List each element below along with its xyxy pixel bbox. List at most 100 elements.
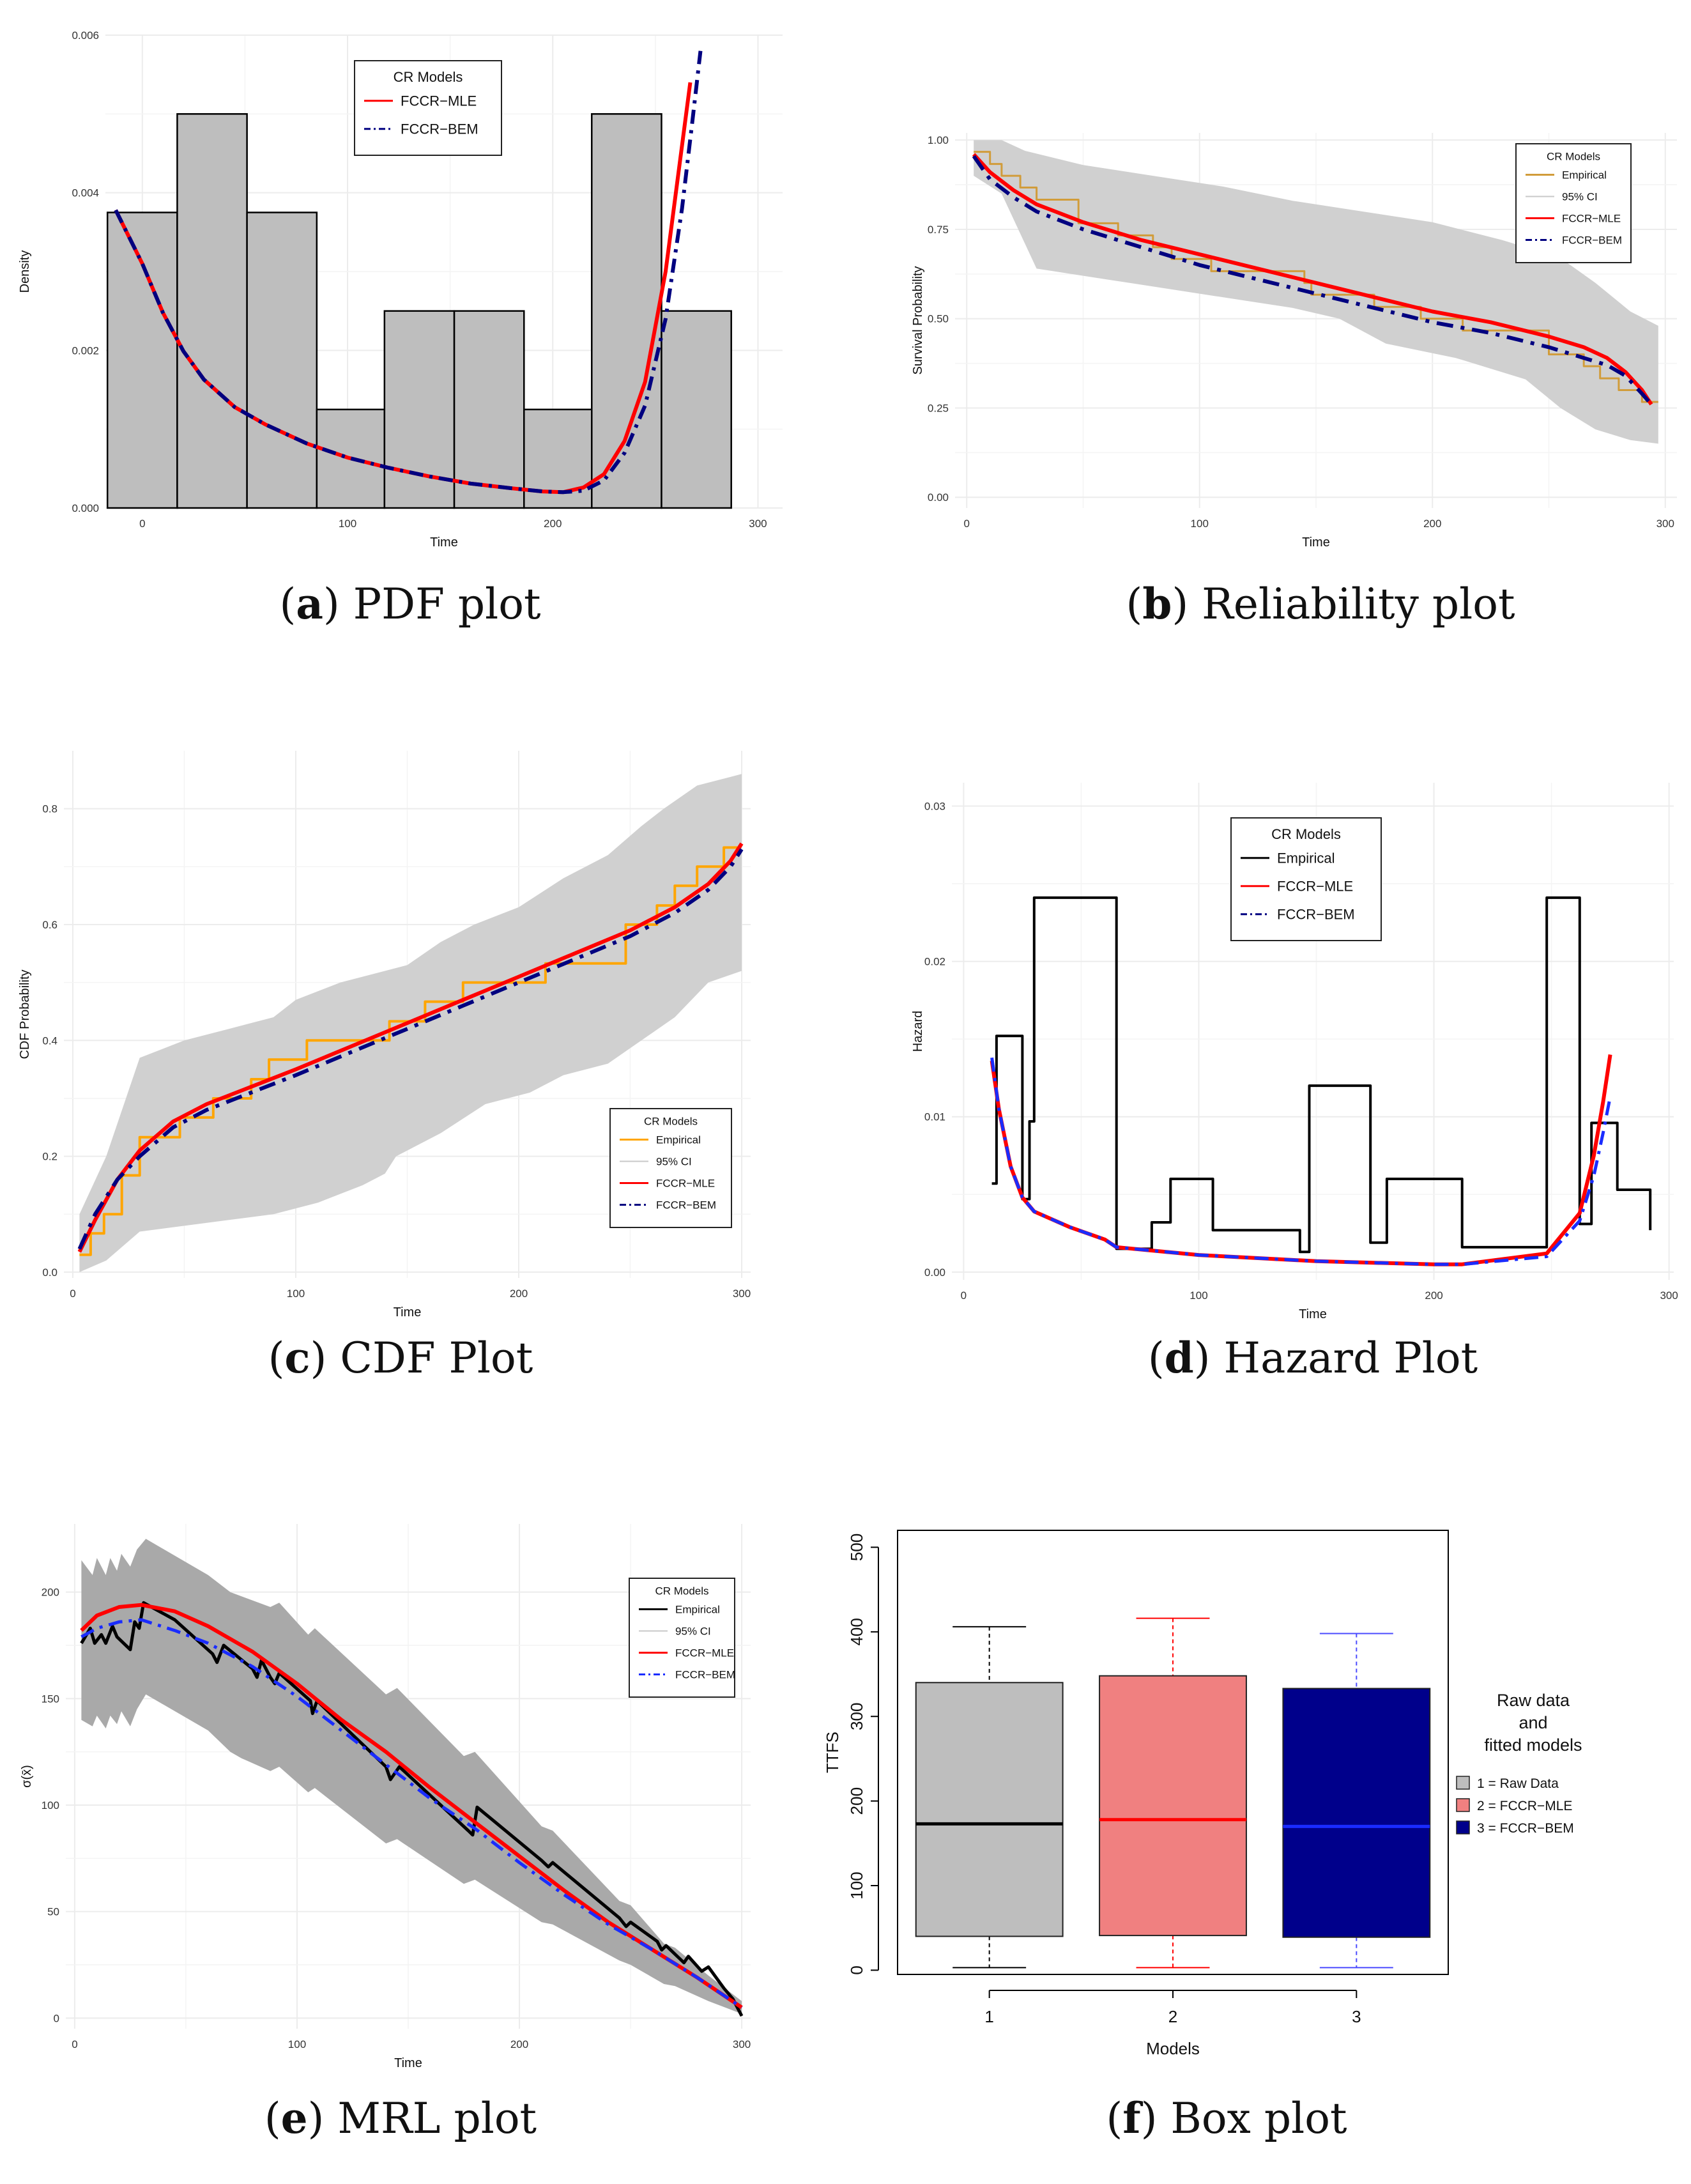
y-tick-label: 200 <box>847 1787 866 1815</box>
legend-label: 3 = FCCR−BEM <box>1477 1821 1574 1836</box>
legend-swatch <box>1456 1798 1470 1812</box>
y-tick-label: 100 <box>42 1799 59 1811</box>
legend: CR Models Empirical FCCR−MLE FCCR−BEM <box>1230 817 1382 941</box>
y-tick-label: 0.00 <box>928 491 949 504</box>
x-tick-label: 0 <box>72 2038 77 2050</box>
legend: CR Models Empirical 95% CI FCCR−MLE FCCR−BEM <box>1515 143 1632 263</box>
caption-paren: ( <box>268 1334 285 1383</box>
y-axis: 0.000 0.002 0.004 0.006 <box>72 29 99 514</box>
y-tick-label: 0.75 <box>928 224 949 236</box>
caption-paren: ( <box>1126 580 1143 629</box>
caption-letter: a <box>296 579 323 629</box>
panel-caption: (e) MRL plot <box>264 2093 537 2143</box>
series-fccr-mle <box>77 842 744 1253</box>
y-tick-label: 0.2 <box>42 1151 57 1163</box>
series-empirical <box>991 896 1652 1254</box>
y-tick-label: 0.8 <box>42 803 57 815</box>
x-tick-label: 200 <box>510 2038 528 2050</box>
x-axis: 0 100 200 300 <box>139 518 767 530</box>
x-tick-label: 300 <box>733 2038 751 2050</box>
legend-label: 2 = FCCR−MLE <box>1477 1799 1572 1813</box>
histogram-bar <box>176 113 248 509</box>
x-tick-label: 300 <box>749 518 767 530</box>
legend-label: Empirical <box>1562 169 1607 181</box>
y-tick-label: 50 <box>47 1906 59 1918</box>
x-axis: 0 100 200 300 <box>961 1289 1678 1302</box>
y-axis: 0.0 0.2 0.4 0.6 0.8 <box>42 803 57 1279</box>
series-fccr-bem <box>990 1057 1612 1266</box>
x-axis: 0 100 200 300 <box>70 1288 751 1300</box>
caption-text: ) MRL plot <box>308 2094 537 2143</box>
legend: Raw data and fitted models 1 = Raw Data 2 = … <box>1456 1691 1582 1836</box>
y-tick-label: 300 <box>847 1703 866 1730</box>
x-tick-label: 0 <box>963 518 969 530</box>
y-tick-label: 0.006 <box>72 29 99 42</box>
legend-label: Empirical <box>1277 850 1335 866</box>
y-axis: 0.00 0.25 0.50 0.75 1.00 <box>928 134 949 504</box>
y-tick-label: 0.03 <box>924 800 945 812</box>
x-axis: 1 2 3 <box>984 1990 1361 2026</box>
series-fccr-bem <box>80 1618 743 2009</box>
legend-title: CR Models <box>1271 826 1341 842</box>
x-tick-label: 0 <box>961 1289 967 1302</box>
y-tick-label: 0.004 <box>72 187 99 199</box>
x-axis-label: Models <box>1146 2039 1200 2058</box>
gridlines <box>952 783 1674 1280</box>
caption-text: ) Hazard Plot <box>1194 1334 1478 1383</box>
y-tick-label: 0.4 <box>42 1034 57 1047</box>
plot-frame <box>897 1530 1449 1975</box>
y-tick-label: 0.01 <box>924 1111 945 1123</box>
caption-text: ) Reliability plot <box>1172 580 1515 629</box>
y-tick-label: 0 <box>847 1965 866 1974</box>
caption-letter: e <box>281 2093 308 2143</box>
y-axis-label: TTFS <box>823 1732 842 1773</box>
y-tick-label: 0.02 <box>924 956 945 968</box>
y-axis: 0.00 0.01 0.02 0.03 <box>924 800 945 1278</box>
legend-title: and <box>1519 1713 1547 1732</box>
legend-frame <box>354 60 502 156</box>
x-tick-label: 300 <box>1657 518 1674 530</box>
y-axis-label: Survival Probability <box>911 266 925 374</box>
legend-label: FCCR−MLE <box>656 1177 715 1189</box>
caption-paren: ( <box>1148 1334 1165 1383</box>
legend-title: CR Models <box>644 1116 698 1128</box>
x-axis-label: Time <box>430 535 458 550</box>
series-fccr-bem <box>114 50 703 495</box>
y-tick-label: 0.50 <box>928 313 949 325</box>
legend-frame <box>1515 143 1632 263</box>
y-tick-label: 0.0 <box>42 1266 57 1279</box>
y-axis: 0 100 200 300 400 500 <box>847 1534 879 1975</box>
y-axis-label: σ(x̄) <box>20 1765 34 1788</box>
box-2 <box>1099 1617 1247 1969</box>
caption-text: ) CDF Plot <box>310 1334 533 1383</box>
legend-frame <box>629 1578 735 1698</box>
y-tick-label: 100 <box>847 1872 866 1899</box>
y-axis-label: Density <box>18 250 32 293</box>
legend-title: fitted models <box>1484 1735 1582 1755</box>
x-tick-label: 1 <box>984 2007 993 2026</box>
legend-label: 95% CI <box>656 1155 692 1167</box>
x-tick-label: 100 <box>339 518 356 530</box>
y-tick-label: 500 <box>847 1534 866 1561</box>
legend-label: FCCR−MLE <box>401 93 477 109</box>
x-axis: 0 100 200 300 <box>963 518 1674 530</box>
legend-label: FCCR−BEM <box>1562 234 1622 246</box>
series-empirical <box>974 151 1658 403</box>
legend-label: 95% CI <box>675 1625 711 1637</box>
y-tick-label: 0.002 <box>72 344 99 357</box>
y-tick-label: 0.000 <box>72 502 99 514</box>
caption-letter: f <box>1122 2093 1143 2143</box>
legend-label: FCCR−MLE <box>1562 212 1621 224</box>
legend: CR Models Empirical 95% CI FCCR−MLE FCCR−BEM <box>609 1108 732 1228</box>
x-axis-label: Time <box>394 1305 422 1319</box>
y-tick-label: 0.25 <box>928 402 949 414</box>
y-tick-label: 400 <box>847 1618 866 1645</box>
histogram-bar <box>106 211 178 509</box>
x-tick-label: 200 <box>1425 1289 1442 1302</box>
panel-d: 0 100 200 300 0.00 0.01 0.02 0.03 Time Hazard CR M… <box>911 783 1678 1383</box>
legend-title: CR Models <box>394 69 463 85</box>
panel-e: 0 100 200 300 0 50 100 150 200 Time σ(x̄) CR Models… <box>20 1524 751 2143</box>
caption-letter: c <box>284 1333 310 1383</box>
y-axis-label: CDF Probability <box>18 969 32 1059</box>
legend-label: 1 = Raw Data <box>1477 1776 1559 1791</box>
